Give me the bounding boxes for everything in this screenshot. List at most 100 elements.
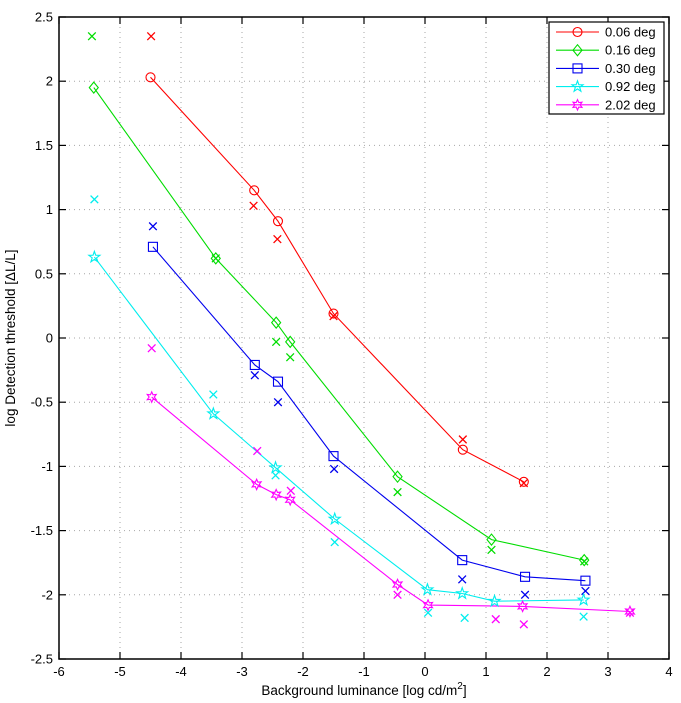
marker-square bbox=[519, 571, 531, 582]
marker-star5 bbox=[420, 582, 435, 596]
marker-x bbox=[393, 487, 402, 497]
x-tick-label: 3 bbox=[604, 664, 611, 679]
series-line bbox=[93, 256, 584, 602]
y-tick-label: -1.5 bbox=[31, 523, 53, 538]
x-axis-label: Background luminance [log cd/m2] bbox=[261, 681, 466, 698]
marker-circle bbox=[249, 185, 260, 196]
y-tick-label: 1 bbox=[46, 202, 53, 217]
marker-diamond bbox=[88, 81, 99, 94]
marker-x bbox=[460, 613, 469, 623]
x-axis-label-superscript: 2 bbox=[457, 681, 463, 692]
x-tick-label: 4 bbox=[665, 664, 672, 679]
marker-star6 bbox=[270, 488, 282, 502]
marker-x bbox=[147, 344, 156, 353]
marker-x bbox=[423, 608, 433, 618]
marker-square bbox=[272, 376, 284, 387]
marker-diamond bbox=[486, 533, 497, 546]
marker-square bbox=[249, 359, 260, 371]
y-tick-label: -2 bbox=[41, 587, 53, 602]
marker-star6 bbox=[624, 604, 636, 619]
y-tick-label: 1.5 bbox=[35, 138, 53, 153]
x-tick-label: 2 bbox=[543, 664, 550, 679]
x-tick-label: -2 bbox=[297, 664, 309, 679]
marker-x bbox=[393, 590, 402, 600]
marker-x bbox=[285, 353, 295, 362]
y-tick-label: -1 bbox=[41, 459, 53, 474]
marker-x bbox=[520, 590, 530, 600]
series-line bbox=[93, 87, 585, 561]
marker-diamond bbox=[572, 43, 583, 57]
marker-x bbox=[273, 234, 282, 244]
marker-star5 bbox=[455, 586, 470, 600]
x-tick-label: -5 bbox=[114, 664, 126, 679]
y-axis-label: log Detection threshold [ΔL/L] bbox=[3, 249, 18, 426]
marker-x bbox=[90, 195, 99, 204]
marker-star6 bbox=[146, 390, 158, 404]
y-tick-label: -2.5 bbox=[31, 652, 53, 667]
marker-star5 bbox=[576, 592, 591, 606]
x-tick-label: -4 bbox=[175, 664, 187, 679]
marker-x bbox=[329, 311, 338, 321]
legend-label: 0.30 deg bbox=[605, 61, 656, 76]
y-tick-label: 2.5 bbox=[35, 10, 53, 25]
y-tick-label: 0 bbox=[46, 331, 53, 346]
marker-x bbox=[330, 537, 339, 547]
marker-x bbox=[579, 612, 588, 621]
legend-label: 0.16 deg bbox=[605, 43, 656, 58]
series-line bbox=[152, 246, 586, 582]
marker-star6 bbox=[422, 598, 434, 612]
marker-star5 bbox=[487, 593, 502, 608]
marker-star6 bbox=[250, 477, 263, 491]
legend-label: 2.02 deg bbox=[605, 97, 656, 112]
x-tick-label: -1 bbox=[358, 664, 370, 679]
marker-circle bbox=[328, 308, 339, 319]
legend-label: 0.92 deg bbox=[605, 79, 656, 94]
marker-star5 bbox=[87, 249, 102, 264]
y-tick-label: 2 bbox=[46, 74, 53, 89]
marker-diamond bbox=[284, 335, 296, 349]
marker-circle bbox=[572, 26, 583, 38]
marker-x bbox=[146, 32, 156, 41]
x-tick-label: 0 bbox=[421, 664, 428, 679]
marker-x bbox=[519, 620, 529, 629]
marker-star6 bbox=[571, 98, 584, 112]
marker-star5 bbox=[206, 406, 221, 420]
y-tick-label: 0.5 bbox=[35, 266, 53, 281]
marker-star6 bbox=[284, 493, 296, 507]
y-tick-label: -0.5 bbox=[31, 395, 53, 410]
marker-x bbox=[625, 608, 635, 618]
x-tick-label: -3 bbox=[236, 664, 248, 679]
marker-x bbox=[209, 390, 218, 399]
marker-x bbox=[273, 397, 283, 407]
chart-layers: -6 -5 -4 -3 -2 -1 0 1 2 3 4 -2.5 -2 -1.5 -1 -0.5 0 0.5 1 1.… bbox=[31, 10, 673, 680]
marker-x bbox=[286, 486, 296, 496]
marker-circle bbox=[272, 216, 284, 227]
marker-x bbox=[252, 446, 262, 456]
marker-star5 bbox=[327, 511, 342, 526]
marker-star5 bbox=[570, 79, 585, 93]
marker-x bbox=[148, 222, 158, 231]
marker-square bbox=[572, 63, 583, 74]
legend-label: 0.06 deg bbox=[605, 25, 656, 40]
marker-x bbox=[250, 370, 260, 380]
marker-x bbox=[457, 575, 467, 584]
x-tick-label: -6 bbox=[53, 664, 65, 679]
marker-circle bbox=[518, 476, 529, 487]
marker-x bbox=[458, 435, 468, 444]
x-tick-label: 1 bbox=[482, 664, 489, 679]
marker-star6 bbox=[391, 577, 404, 592]
marker-star5 bbox=[268, 460, 283, 474]
marker-circle bbox=[145, 72, 156, 83]
marker-square bbox=[147, 241, 158, 252]
marker-square bbox=[457, 555, 468, 566]
marker-x bbox=[271, 471, 280, 480]
marker-x bbox=[491, 614, 501, 624]
marker-x bbox=[579, 557, 589, 566]
marker-x bbox=[87, 32, 97, 41]
marker-square bbox=[580, 575, 591, 586]
marker-diamond bbox=[270, 316, 282, 329]
marker-circle bbox=[457, 444, 468, 455]
